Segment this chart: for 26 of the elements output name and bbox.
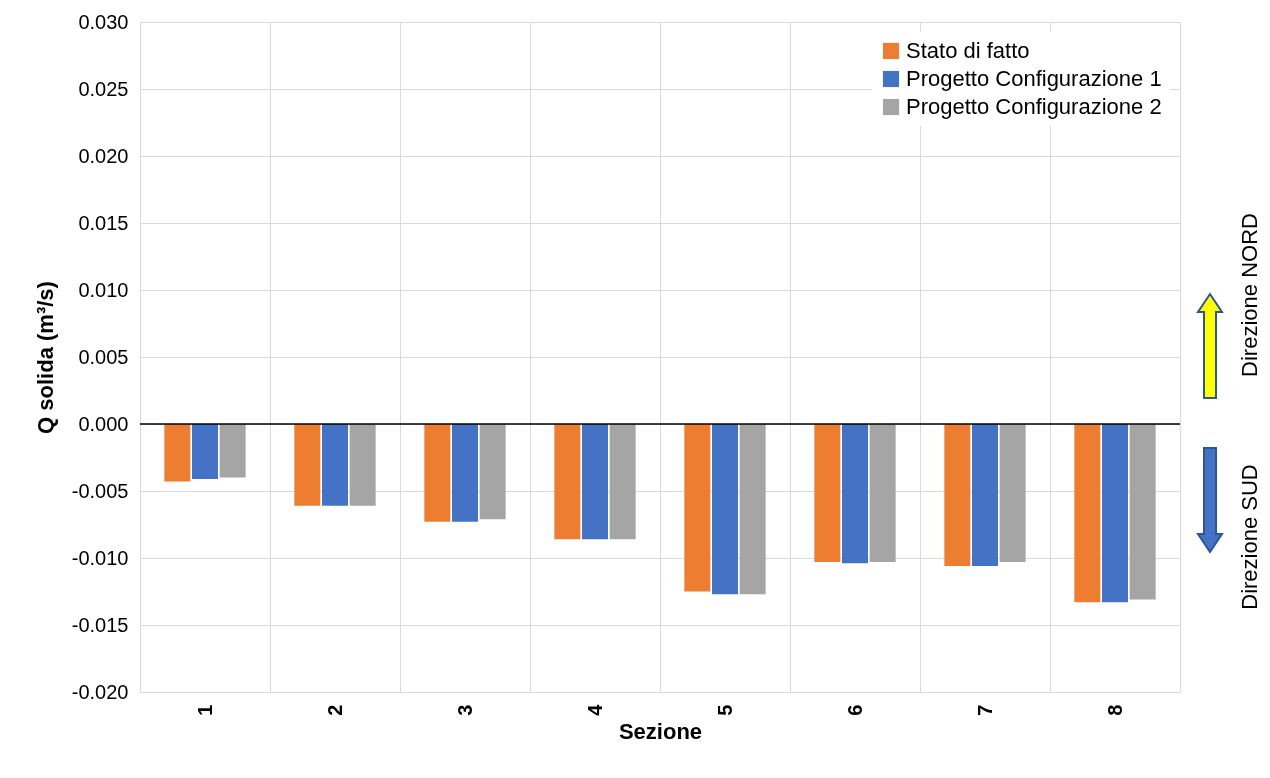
y-tick-label: 0.000 bbox=[78, 412, 129, 435]
y-tick-label: 0.015 bbox=[78, 211, 129, 234]
text: Direzione SUD bbox=[1237, 464, 1263, 610]
x-tick-label: 8 bbox=[1103, 704, 1126, 716]
y-tick-label: 0.010 bbox=[78, 278, 129, 301]
x-tick-label: 5 bbox=[713, 704, 736, 716]
y-axis-title: Q solida (m³/s) bbox=[32, 281, 58, 434]
legend-label: Stato di fatto bbox=[906, 38, 1030, 63]
x-tick-label: 3 bbox=[453, 704, 476, 716]
legend-label: Progetto Configurazione 1 bbox=[906, 66, 1162, 91]
x-tick-label: 7 bbox=[973, 704, 996, 716]
y-tick-label: -0.020 bbox=[71, 680, 129, 703]
x-tick-label: 2 bbox=[323, 704, 346, 716]
y-tick-label: 0.005 bbox=[78, 345, 129, 368]
y-tick-label: 0.030 bbox=[78, 10, 129, 33]
y-tick-label: 0.025 bbox=[78, 77, 129, 100]
x-tick-label: 4 bbox=[583, 703, 606, 716]
x-axis-title: Sezione bbox=[618, 718, 703, 744]
x-tick-label: 1 bbox=[193, 704, 216, 716]
x-tick-label: 6 bbox=[843, 704, 866, 716]
y-tick-label: -0.005 bbox=[71, 479, 129, 502]
text: Direzione NORD bbox=[1237, 213, 1263, 377]
legend-label: Progetto Configurazione 2 bbox=[906, 94, 1162, 119]
y-tick-label: -0.015 bbox=[71, 613, 129, 636]
y-tick-label: -0.010 bbox=[71, 546, 129, 569]
y-tick-label: 0.020 bbox=[78, 144, 129, 167]
